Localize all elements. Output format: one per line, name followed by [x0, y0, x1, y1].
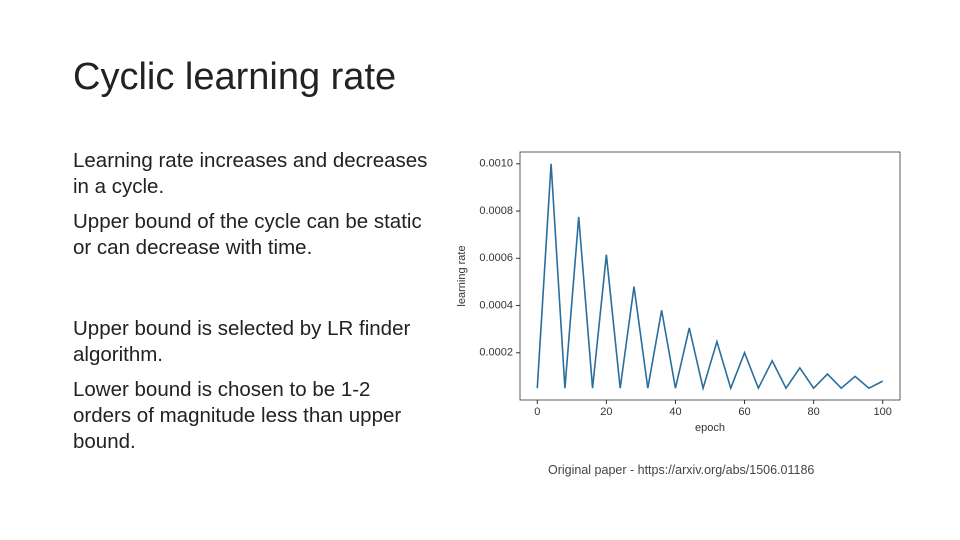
y-tick-label: 0.0008 [479, 205, 513, 217]
y-tick-label: 0.0004 [479, 299, 513, 311]
caption: Original paper - https://arxiv.org/abs/1… [548, 463, 815, 477]
bullet-text: Learning rate increases and decreases in… [73, 149, 428, 198]
y-axis-label: learning rate [456, 245, 468, 306]
data-line [536, 163, 884, 392]
x-tick-label: 40 [669, 406, 681, 418]
x-axis-label: epoch [695, 422, 725, 434]
bullet-text: Upper bound is selected by LR finder alg… [73, 317, 411, 366]
y-tick-label: 0.0002 [479, 347, 513, 359]
bullet-text: Upper bound of the cycle can be static o… [73, 210, 422, 259]
slide-body: Learning rate increases and decreases in… [73, 148, 433, 464]
x-tick-label: 0 [534, 406, 540, 418]
plot-frame [519, 151, 901, 401]
x-tick-label: 60 [738, 406, 750, 418]
slide-title: Cyclic learning rate [73, 56, 397, 98]
y-tick-label: 0.0010 [479, 158, 513, 170]
bullet-text: Lower bound is chosen to be 1-2 orders o… [73, 378, 402, 453]
x-tick-label: 100 [874, 406, 892, 418]
x-tick-label: 20 [600, 406, 612, 418]
y-tick-label: 0.0006 [479, 252, 513, 264]
x-tick-label: 80 [808, 406, 820, 418]
